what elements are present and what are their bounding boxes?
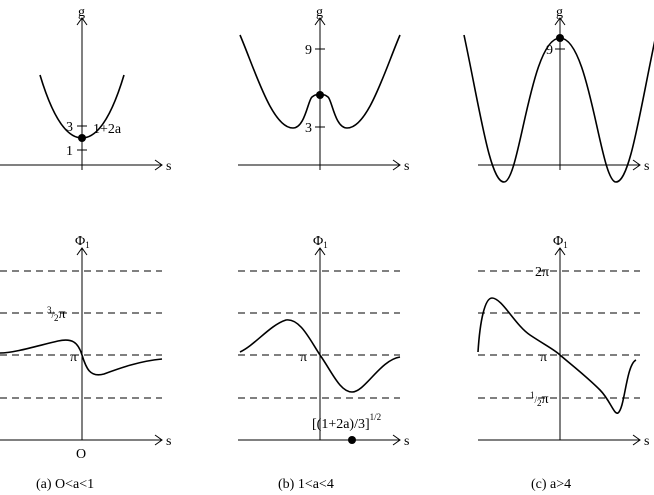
panel-a-phi-label: Φ1 bbox=[75, 234, 90, 250]
panel-b-tick-pi-label: π bbox=[300, 350, 307, 365]
panel-b-tick-3-label: 3 bbox=[305, 121, 312, 136]
panel-a-phi-arrow bbox=[76, 247, 88, 256]
panel-a-phi-s-label: s bbox=[166, 434, 171, 449]
panel-a-phi-curve bbox=[0, 339, 163, 376]
panel-b-s-label: s bbox=[404, 159, 409, 174]
panel-a-phi-plot: Φ1 s 3/2π π O (a) O<a<1 bbox=[0, 234, 171, 492]
panel-b-phi-s-label: s bbox=[404, 434, 409, 449]
panel-c-tick-1-2pi-label: 1/2π bbox=[530, 390, 549, 408]
panel-a-g-plot: g s 3 1 1+2a bbox=[0, 5, 171, 174]
panel-a-g-label: g bbox=[78, 5, 85, 20]
panel-b-phi-plot: Φ1 s π [(1+2a)/3]1/2 (b) 1<a<4 bbox=[238, 234, 409, 492]
panel-b-phi-s-arrow bbox=[392, 434, 401, 446]
panel-c-s-arrow bbox=[632, 159, 641, 171]
panel-c-phi-s-arrow bbox=[632, 434, 641, 446]
panel-c-g-curve bbox=[463, 34, 654, 183]
panel-c-g-label: g bbox=[556, 5, 563, 20]
panel-b-g-label: g bbox=[316, 5, 323, 20]
panel-c-g-point bbox=[556, 34, 564, 42]
panel-a-phi-s-arrow bbox=[154, 434, 163, 446]
panel-b-root-label: [(1+2a)/3]1/2 bbox=[312, 412, 381, 432]
panel-b-g-arrow bbox=[314, 17, 326, 26]
panel-a-s-label: s bbox=[166, 159, 171, 174]
panel-b-g-point bbox=[316, 91, 324, 99]
panel-a-tick-3-label: 3 bbox=[66, 120, 73, 135]
panel-c-s-label: s bbox=[644, 159, 649, 174]
panel-a-origin-label: O bbox=[76, 447, 86, 462]
panel-b-caption: (b) 1<a<4 bbox=[278, 477, 334, 492]
panel-a-tick-3-2pi-label: 3/2π bbox=[47, 305, 66, 323]
panel-b-phi-curve bbox=[239, 319, 401, 393]
panel-c-tick-2pi-label: 2π bbox=[535, 265, 549, 280]
panel-a-tick-pi-label: π bbox=[70, 350, 77, 365]
panel-c-phi-curve bbox=[477, 297, 637, 414]
panel-b-g-plot: g s 9 3 bbox=[238, 5, 409, 174]
panel-a-caption: (a) O<a<1 bbox=[36, 477, 94, 492]
panel-c-g-arrow bbox=[554, 17, 566, 26]
panel-c-phi-s-label: s bbox=[644, 434, 649, 449]
panel-c-caption: (c) a>4 bbox=[531, 477, 571, 492]
panel-c-tick-pi-label: π bbox=[540, 350, 547, 365]
panel-a-s-arrow bbox=[154, 159, 163, 171]
panel-b-tick-9-label: 9 bbox=[305, 43, 312, 58]
panel-b-phi-arrow bbox=[314, 247, 326, 256]
panel-a-tick-1-label: 1 bbox=[66, 144, 73, 159]
panel-c-g-plot: g s 9 bbox=[463, 5, 654, 183]
panel-c-tick-9-label: 9 bbox=[546, 43, 553, 58]
panel-b-root-point bbox=[348, 436, 356, 444]
panel-a-g-point-label: 1+2a bbox=[93, 122, 122, 137]
panel-a-g-point bbox=[78, 134, 86, 142]
panel-b-phi-label: Φ1 bbox=[313, 234, 328, 250]
panel-b-s-arrow bbox=[392, 159, 401, 171]
panel-a-tick-3-2pi-num: 3 bbox=[47, 305, 52, 315]
panel-c-phi-arrow bbox=[554, 247, 566, 256]
panel-c-phi-label: Φ1 bbox=[553, 234, 568, 250]
panel-a-g-arrow bbox=[76, 17, 88, 26]
panel-c-phi-plot: Φ1 s 2π π 1/2π (c) a>4 bbox=[477, 234, 649, 492]
